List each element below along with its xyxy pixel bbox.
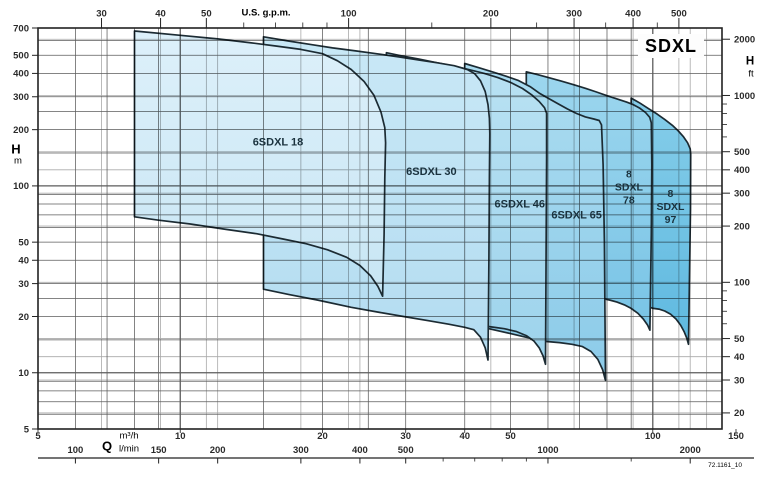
svg-text:400: 400 [625,8,641,19]
left-axis-unit-label: m [14,155,22,167]
plot-grid [38,28,723,429]
svg-text:40: 40 [18,256,29,267]
svg-text:500: 500 [398,445,414,456]
svg-text:300: 300 [566,8,582,19]
svg-text:200: 200 [734,221,750,232]
region-label-6sdxl-18: 6SDXL 18 [253,136,304,148]
svg-text:100: 100 [341,8,357,19]
svg-text:1000: 1000 [734,91,755,102]
bottom-axis-m3h-unit: m³/h [119,430,139,442]
svg-text:700: 700 [13,23,29,34]
svg-text:100: 100 [645,431,661,442]
svg-text:30: 30 [18,279,29,290]
region-labels: 6SDXL 18 6SDXL 30 6SDXL 46 6SDXL 65 8 SDXL 78 8… [253,136,685,226]
svg-text:200: 200 [13,125,29,136]
svg-text:150: 150 [151,445,167,456]
svg-text:400: 400 [13,69,29,80]
svg-text:10: 10 [18,368,29,379]
axis-ticks-and-labels: 30 40 50 100 200 300 400 500 5 10 20 30 40 50 100 200 30… [13,8,755,464]
region-label-8-sdxl-78: 8 SDXL 78 [615,168,644,206]
region-label-6sdxl-65: 6SDXL 65 [551,210,602,222]
chart-title: SDXL [637,34,705,58]
svg-text:40: 40 [459,431,470,442]
svg-text:400: 400 [734,165,750,176]
svg-text:20: 20 [734,408,745,419]
svg-text:200: 200 [483,8,499,19]
svg-text:50: 50 [18,237,29,248]
svg-text:30: 30 [400,431,411,442]
region-label-6sdxl-30: 6SDXL 30 [406,166,457,178]
svg-text:200: 200 [210,445,226,456]
svg-text:50: 50 [734,334,745,345]
svg-text:500: 500 [671,8,687,19]
svg-text:300: 300 [293,445,309,456]
pump-regions [133,30,692,382]
svg-text:500: 500 [734,147,750,158]
left-axis-label: H [11,141,21,157]
svg-text:100: 100 [13,181,29,192]
top-axis-unit-label: U.S. g.p.m. [241,7,291,19]
svg-text:20: 20 [317,431,328,442]
bottom-axis-label: Q [101,438,113,454]
svg-text:30: 30 [734,375,745,386]
svg-text:30: 30 [96,8,107,19]
svg-text:100: 100 [734,278,750,289]
svg-text:5: 5 [35,431,41,442]
svg-text:50: 50 [505,431,516,442]
svg-text:10: 10 [175,431,186,442]
right-axis-unit-label: ft [748,68,754,80]
svg-text:2000: 2000 [734,35,755,46]
region-label-8-sdxl-97: 8 SDXL 97 [656,188,685,226]
svg-text:2000: 2000 [680,445,701,456]
svg-text:400: 400 [352,445,368,456]
svg-text:5: 5 [24,424,30,435]
bottom-axis-lmin-unit: l/min [118,443,140,455]
drawing-reference-code: 72.1161_10 [708,461,742,469]
svg-text:300: 300 [13,92,29,103]
svg-text:150: 150 [728,431,744,442]
svg-text:500: 500 [13,51,29,62]
svg-text:20: 20 [18,312,29,323]
svg-text:300: 300 [734,188,750,199]
plot-frame [37,27,723,430]
svg-text:40: 40 [734,352,745,363]
svg-text:100: 100 [67,445,83,456]
region-6sdxl-18 [133,30,387,298]
svg-text:50: 50 [201,8,212,19]
region-label-6sdxl-46: 6SDXL 46 [494,198,545,210]
svg-text:1000: 1000 [537,445,558,456]
right-axis-label: H [745,55,755,68]
svg-text:40: 40 [155,8,166,19]
